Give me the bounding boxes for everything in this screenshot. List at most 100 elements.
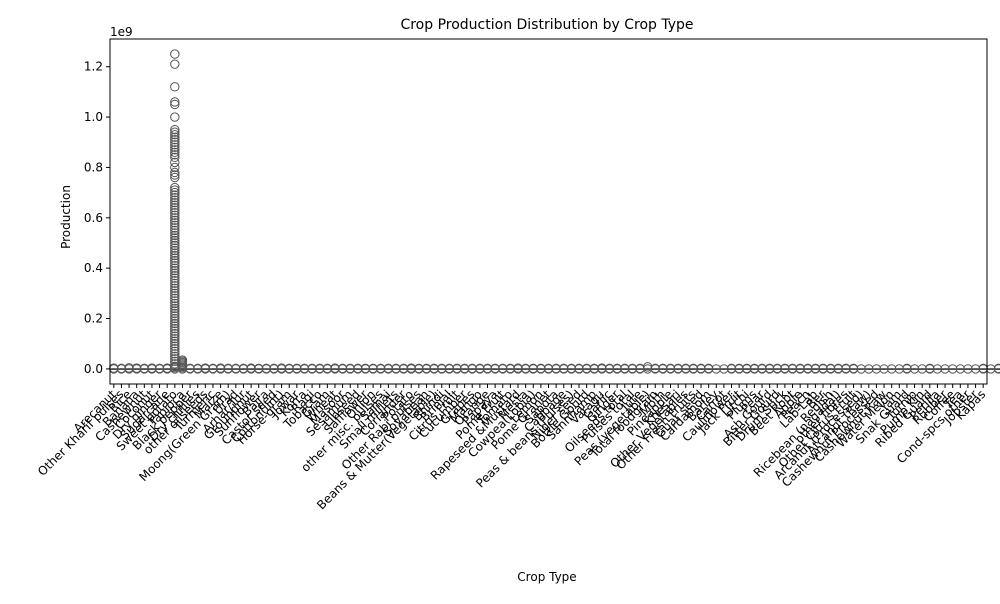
outlier-point [139, 363, 150, 374]
box-group [642, 362, 653, 374]
outlier-point [170, 339, 180, 349]
outlier-point [276, 363, 287, 373]
axes-frame [109, 38, 988, 385]
y-tick-label: 0.0 [84, 362, 103, 376]
outlier-point [170, 250, 180, 261]
box-group [269, 363, 279, 374]
outlier-point [170, 220, 180, 231]
outlier-point [170, 142, 180, 152]
outlier-point [170, 197, 180, 208]
y-axis: 0.0 0.2 0.4 0.6 0.8 1.0 1.2 [84, 60, 110, 376]
outlier-point [902, 363, 912, 374]
outlier-point [170, 328, 180, 339]
outlier-point [185, 363, 195, 374]
outlier-point [292, 363, 302, 374]
outlier-point [170, 303, 180, 314]
outlier-point [749, 363, 760, 374]
box-group [177, 355, 188, 374]
outlier-point [170, 218, 180, 228]
outlier-point [604, 363, 615, 374]
outlier-point [193, 363, 203, 374]
outlier-point [254, 363, 264, 374]
outlier-point [635, 363, 645, 374]
box-group [993, 363, 1000, 374]
plot-area [109, 49, 1000, 374]
outlier-point [780, 363, 790, 374]
outlier-point [170, 150, 180, 160]
outlier-point [170, 203, 180, 213]
outlier-point [170, 333, 180, 344]
outlier-point [170, 97, 180, 107]
outlier-point [764, 363, 775, 374]
outlier-point [170, 213, 180, 223]
outlier-point [307, 363, 317, 374]
outlier-point [170, 162, 180, 173]
outlier-point [170, 311, 180, 321]
outlier-point [810, 363, 821, 374]
outlier-point [170, 351, 180, 361]
outlier-point [147, 363, 157, 373]
outlier-point [170, 349, 180, 359]
outlier-point [170, 316, 180, 326]
outlier-point [543, 363, 554, 374]
outlier-point [170, 301, 180, 311]
outlier-point [170, 306, 180, 316]
outlier-point [170, 99, 180, 110]
outlier-point [170, 140, 180, 150]
outlier-point [170, 258, 180, 268]
outlier-point [170, 238, 180, 248]
outlier-point [170, 255, 180, 266]
outlier-point [170, 190, 180, 200]
outlier-point [673, 363, 683, 374]
outlier-point [170, 223, 180, 233]
outlier-point [650, 363, 660, 374]
outlier-point [170, 253, 180, 263]
y-tick-label: 0.8 [84, 160, 103, 174]
outlier-point [528, 363, 538, 374]
outlier-point [581, 363, 592, 374]
outlier-point [170, 210, 180, 220]
outlier-point [658, 363, 668, 374]
outlier-point [482, 363, 493, 374]
outlier-point [170, 82, 180, 92]
outlier-point [665, 363, 676, 374]
outlier-point [170, 167, 180, 178]
box-group [559, 363, 569, 374]
outlier-point [688, 363, 699, 374]
box-group [604, 363, 615, 374]
outlier-point [330, 363, 340, 373]
outlier-point [574, 363, 584, 374]
outlier-point [360, 363, 371, 374]
outlier-point [170, 321, 180, 331]
outlier-point [215, 363, 226, 373]
outlier-point [170, 129, 180, 140]
outlier-point [566, 363, 577, 374]
outlier-point [170, 286, 180, 296]
outlier-point [520, 363, 531, 374]
outlier-point [154, 363, 165, 374]
outlier-point [170, 225, 180, 236]
outlier-point [170, 152, 180, 163]
outlier-point [170, 124, 180, 135]
outlier-point [475, 363, 485, 374]
outlier-point [170, 132, 180, 142]
outlier-point [246, 363, 256, 373]
outlier-point [170, 230, 180, 241]
outlier-point [818, 363, 828, 374]
outlier-point [551, 363, 561, 374]
outlier-point [170, 344, 180, 354]
y-tick-label: 0.4 [84, 261, 103, 275]
outlier-point [505, 363, 516, 374]
y-tick-label: 1.0 [84, 110, 103, 124]
outlier-point [825, 363, 836, 374]
outlier-point [170, 233, 180, 243]
box-group [162, 363, 172, 374]
outlier-point [116, 363, 127, 374]
outlier-point [315, 363, 325, 374]
box-group [437, 363, 447, 374]
outlier-point [383, 363, 394, 374]
outlier-point [170, 276, 180, 286]
outlier-point [170, 271, 180, 281]
outlier-point [170, 341, 180, 351]
